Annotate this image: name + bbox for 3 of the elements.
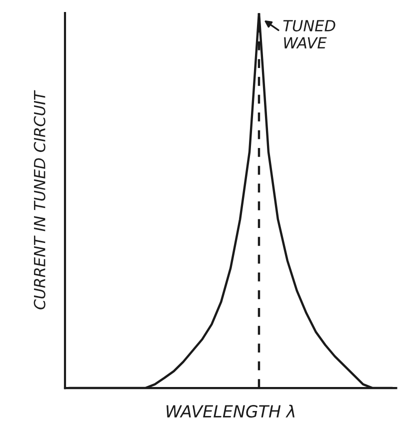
x-axis-title: WAVELENGTH λ — [166, 404, 294, 418]
annotation: TUNED WAVE — [283, 20, 336, 48]
y-axis-title: CURRENT IN TUNED CIRCUIT — [34, 90, 46, 310]
